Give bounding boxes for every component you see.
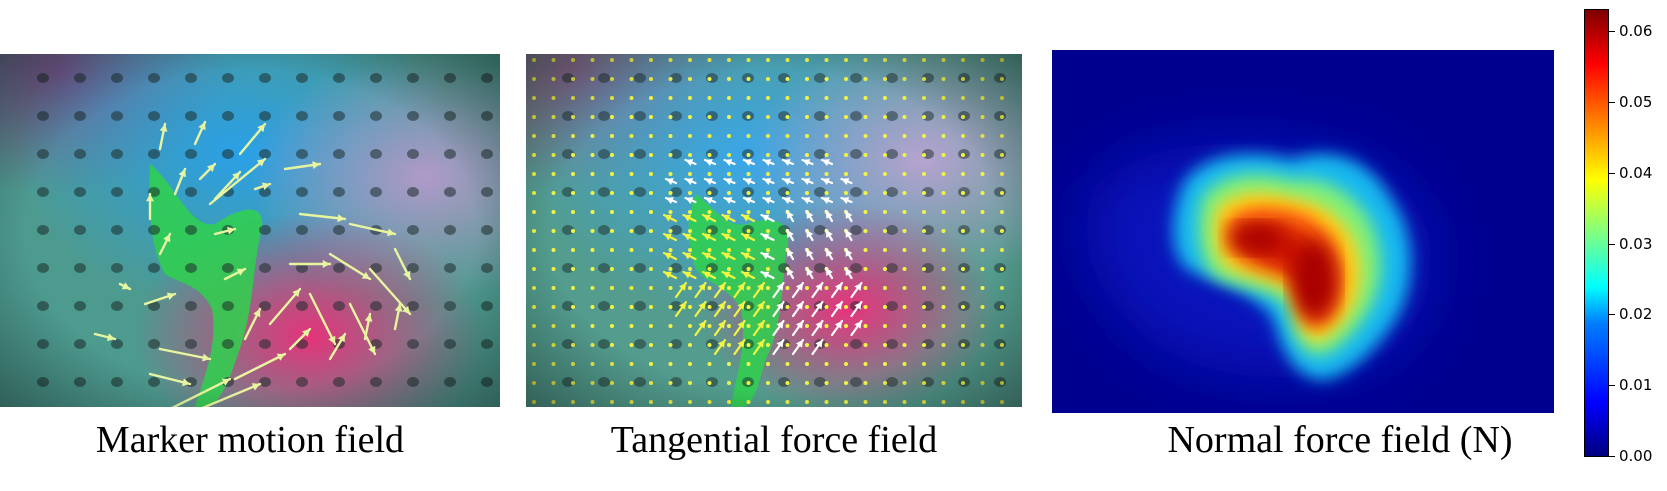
- colorbar-tick-label: 0.00: [1619, 447, 1653, 465]
- colorbar-tick-column: 0.00 0.01 0.02 0.03 0.04 0.05 0.06: [1609, 9, 1667, 465]
- marker-motion-field-image: [0, 54, 500, 407]
- colorbar-tick-label: 0.05: [1619, 93, 1653, 112]
- colorbar-tick-label: 0.04: [1619, 163, 1653, 182]
- colorbar-tick-label: 0.02: [1619, 305, 1653, 324]
- normal-force-svg: [1052, 50, 1554, 413]
- colorbar: [1584, 9, 1609, 457]
- colorbar-tick-label: 0.06: [1619, 22, 1653, 41]
- normal-force-heatmap: [1052, 50, 1554, 413]
- caption-tangential-force: Tangential force field: [610, 419, 938, 461]
- caption-normal-force: Normal force field (N): [1167, 419, 1513, 461]
- marker-motion-svg: [0, 54, 500, 407]
- caption-marker-motion: Marker motion field: [95, 419, 405, 461]
- colorbar-tick-label: 0.03: [1619, 234, 1653, 253]
- tangential-force-svg: [526, 54, 1022, 407]
- colorbar-tick-label: 0.01: [1619, 376, 1653, 395]
- tangential-force-field-image: [526, 54, 1022, 407]
